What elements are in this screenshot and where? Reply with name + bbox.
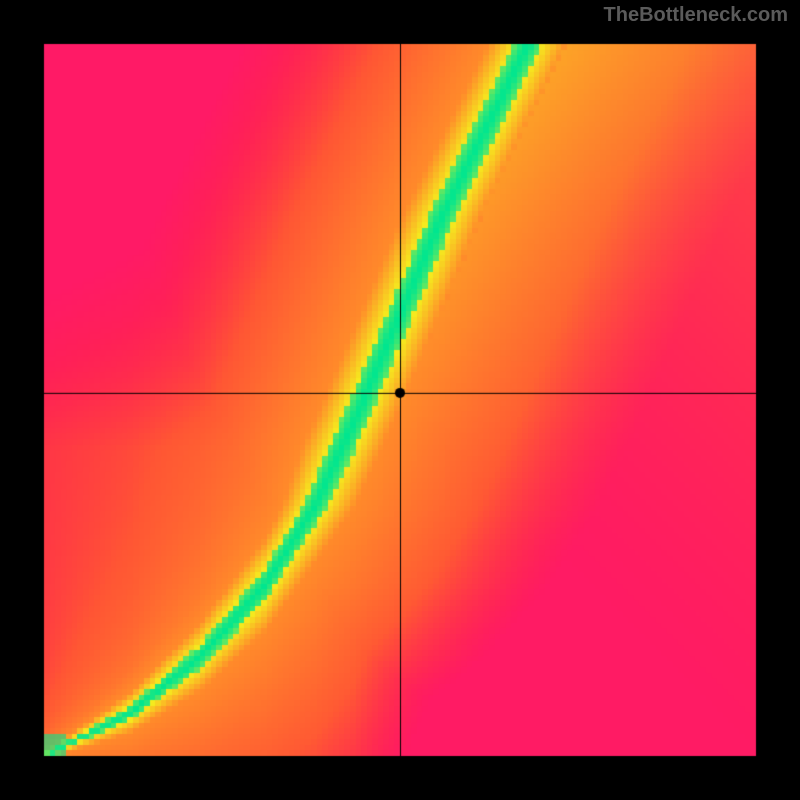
heatmap-canvas — [0, 0, 800, 800]
attribution-text: TheBottleneck.com — [604, 4, 788, 27]
chart-container: TheBottleneck.com — [0, 0, 800, 800]
